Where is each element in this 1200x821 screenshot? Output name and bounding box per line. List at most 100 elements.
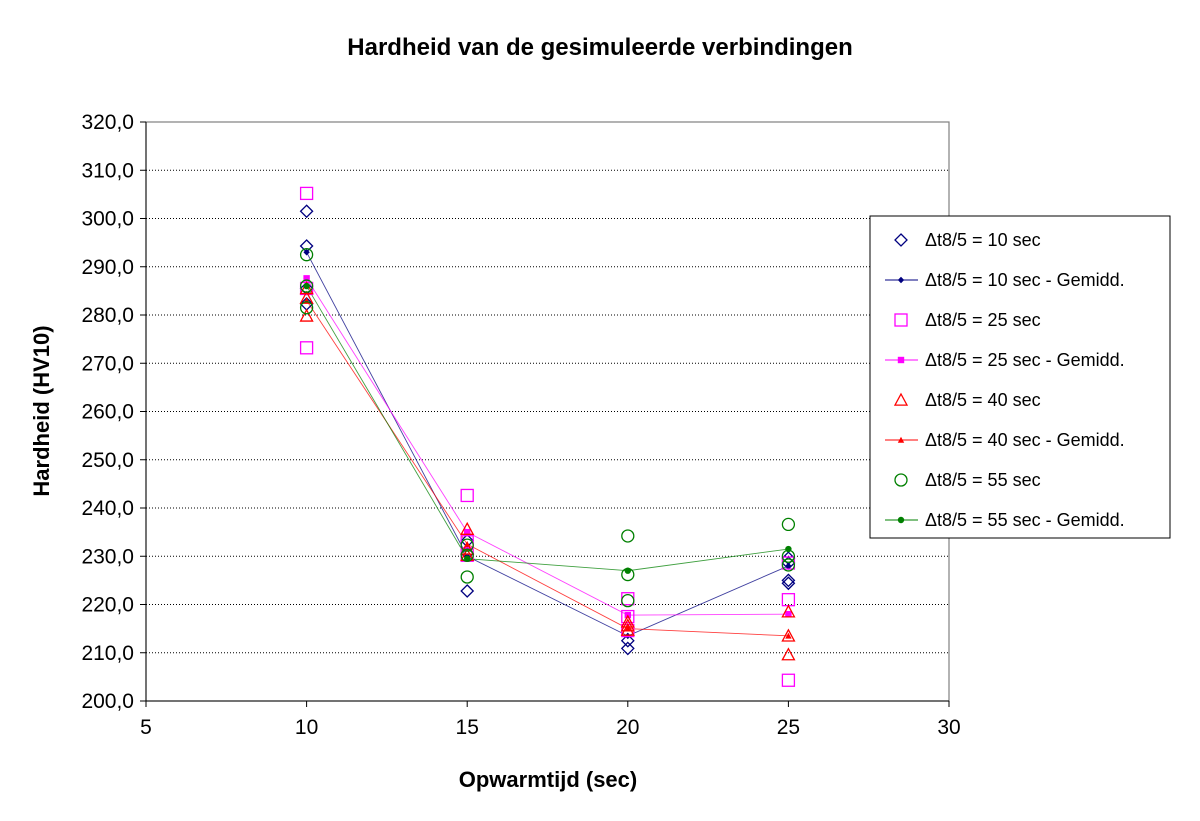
diamond-open-marker bbox=[894, 233, 908, 247]
circle-open-marker bbox=[299, 301, 314, 315]
y-axis: 200,0 210,0 220,0 230,0 240,0 250,0 260,0 270,0… bbox=[81, 111, 147, 713]
diamond-open-marker bbox=[620, 633, 635, 648]
legend-item: Δt8/5 = 25 sec bbox=[894, 310, 1041, 330]
x-tick-label: 20 bbox=[616, 716, 639, 739]
square-open-marker bbox=[299, 186, 314, 201]
square-filled-marker bbox=[303, 275, 310, 282]
circle-filled-marker bbox=[303, 282, 310, 290]
legend-label: Δt8/5 = 40 sec bbox=[925, 390, 1041, 410]
triangle-open-marker bbox=[620, 622, 635, 636]
legend-label: Δt8/5 = 55 sec bbox=[925, 470, 1041, 490]
triangle-open-marker bbox=[460, 521, 475, 535]
y-tick-label: 280,0 bbox=[81, 304, 134, 327]
circle-open-marker bbox=[781, 517, 796, 532]
y-tick-label: 200,0 bbox=[81, 690, 134, 713]
x-tick-label: 10 bbox=[295, 716, 318, 739]
circle-open-marker bbox=[621, 593, 635, 608]
series-line bbox=[306, 285, 789, 572]
legend: Δt8/5 = 10 sec Δt8/5 = 10 sec - Gemidd. Δt… bbox=[869, 215, 1171, 539]
series-4-points bbox=[299, 281, 796, 661]
y-tick-label: 250,0 bbox=[81, 449, 134, 472]
square-open-marker bbox=[299, 341, 314, 355]
legend-item: Δt8/5 = 40 sec - Gemidd. bbox=[885, 430, 1125, 450]
legend-item: Δt8/5 = 40 sec bbox=[893, 390, 1041, 410]
circle-open-marker bbox=[621, 529, 635, 543]
square-filled-marker bbox=[464, 528, 471, 536]
circle-open-marker bbox=[299, 279, 314, 293]
series-5-points bbox=[303, 297, 792, 639]
x-axis-title: Opwarmtijd (sec) bbox=[459, 767, 637, 792]
triangle-open-marker bbox=[781, 604, 796, 618]
x-tick-label: 15 bbox=[456, 716, 479, 739]
triangle-filled-marker bbox=[897, 436, 905, 443]
legend-label: Δt8/5 = 25 sec - Gemidd. bbox=[925, 350, 1125, 370]
x-tick-label: 25 bbox=[777, 716, 800, 739]
legend-label: Δt8/5 = 25 sec bbox=[925, 310, 1041, 330]
circle-filled-marker bbox=[624, 567, 631, 574]
chart-title: Hardheid van de gesimuleerde verbindinge… bbox=[347, 34, 852, 61]
legend-label: Δt8/5 = 10 sec - Gemidd. bbox=[925, 270, 1125, 290]
legend-item: Δt8/5 = 55 sec bbox=[894, 470, 1041, 490]
y-axis-title: Hardheid (HV10) bbox=[29, 325, 54, 496]
series-3-mean-line bbox=[306, 278, 789, 616]
x-tick-label: 30 bbox=[937, 716, 960, 739]
legend-box bbox=[869, 215, 1171, 539]
series-6-points bbox=[299, 248, 796, 608]
circle-filled-marker bbox=[464, 555, 471, 562]
triangle-open-marker bbox=[299, 308, 314, 322]
triangle-open-marker bbox=[893, 392, 909, 406]
square-open-marker bbox=[460, 488, 474, 503]
diamond-filled-marker bbox=[624, 632, 631, 640]
series-line bbox=[306, 252, 789, 637]
data-series bbox=[299, 186, 796, 687]
y-tick-label: 300,0 bbox=[81, 208, 134, 231]
circle-filled-marker bbox=[785, 545, 792, 553]
circle-open-marker bbox=[460, 538, 474, 552]
y-tick-label: 320,0 bbox=[81, 111, 134, 134]
triangle-filled-marker bbox=[785, 632, 792, 639]
circle-open-marker bbox=[460, 570, 474, 584]
triangle-filled-marker bbox=[624, 625, 631, 632]
square-filled-marker bbox=[785, 610, 792, 618]
legend-item: Δt8/5 = 55 sec - Gemidd. bbox=[885, 510, 1125, 530]
triangle-open-marker bbox=[781, 647, 796, 661]
series-line bbox=[306, 278, 789, 616]
legend-item: Δt8/5 = 10 sec - Gemidd. bbox=[885, 270, 1125, 290]
diamond-filled-marker bbox=[785, 562, 792, 570]
y-tick-label: 240,0 bbox=[81, 497, 134, 520]
circle-open-marker bbox=[299, 248, 314, 262]
y-tick-label: 210,0 bbox=[81, 642, 134, 665]
y-tick-label: 230,0 bbox=[81, 545, 134, 568]
square-open-marker bbox=[894, 313, 908, 327]
y-tick-label: 220,0 bbox=[81, 594, 134, 617]
gridlines bbox=[146, 169, 949, 654]
diamond-open-marker bbox=[781, 573, 796, 588]
diamond-open-marker bbox=[460, 584, 475, 598]
diamond-open-marker bbox=[620, 641, 635, 656]
circle-open-marker bbox=[894, 473, 908, 487]
series-7-mean-line bbox=[306, 285, 789, 572]
triangle-open-marker bbox=[299, 281, 314, 295]
series-1-mean-line bbox=[306, 252, 789, 637]
circle-filled-marker bbox=[897, 516, 905, 524]
diamond-filled-marker bbox=[897, 276, 905, 284]
triangle-open-marker bbox=[781, 628, 796, 642]
square-open-marker bbox=[621, 609, 635, 624]
square-open-marker bbox=[460, 535, 474, 549]
diamond-filled-marker bbox=[303, 249, 310, 256]
y-tick-label: 260,0 bbox=[81, 401, 134, 424]
diamond-open-marker bbox=[781, 576, 796, 591]
y-tick-label: 270,0 bbox=[81, 352, 134, 375]
legend-item: Δt8/5 = 10 sec bbox=[894, 230, 1041, 250]
y-tick-label: 290,0 bbox=[81, 256, 134, 279]
circle-open-marker bbox=[781, 558, 796, 572]
legend-label: Δt8/5 = 10 sec bbox=[925, 230, 1041, 250]
y-tick-label: 310,0 bbox=[81, 159, 134, 182]
diamond-open-marker bbox=[299, 204, 314, 219]
series-7-points bbox=[303, 282, 792, 574]
x-tick-label: 5 bbox=[140, 716, 152, 739]
square-filled-marker bbox=[897, 356, 905, 364]
square-open-marker bbox=[781, 673, 796, 687]
triangle-open-marker bbox=[460, 541, 475, 555]
